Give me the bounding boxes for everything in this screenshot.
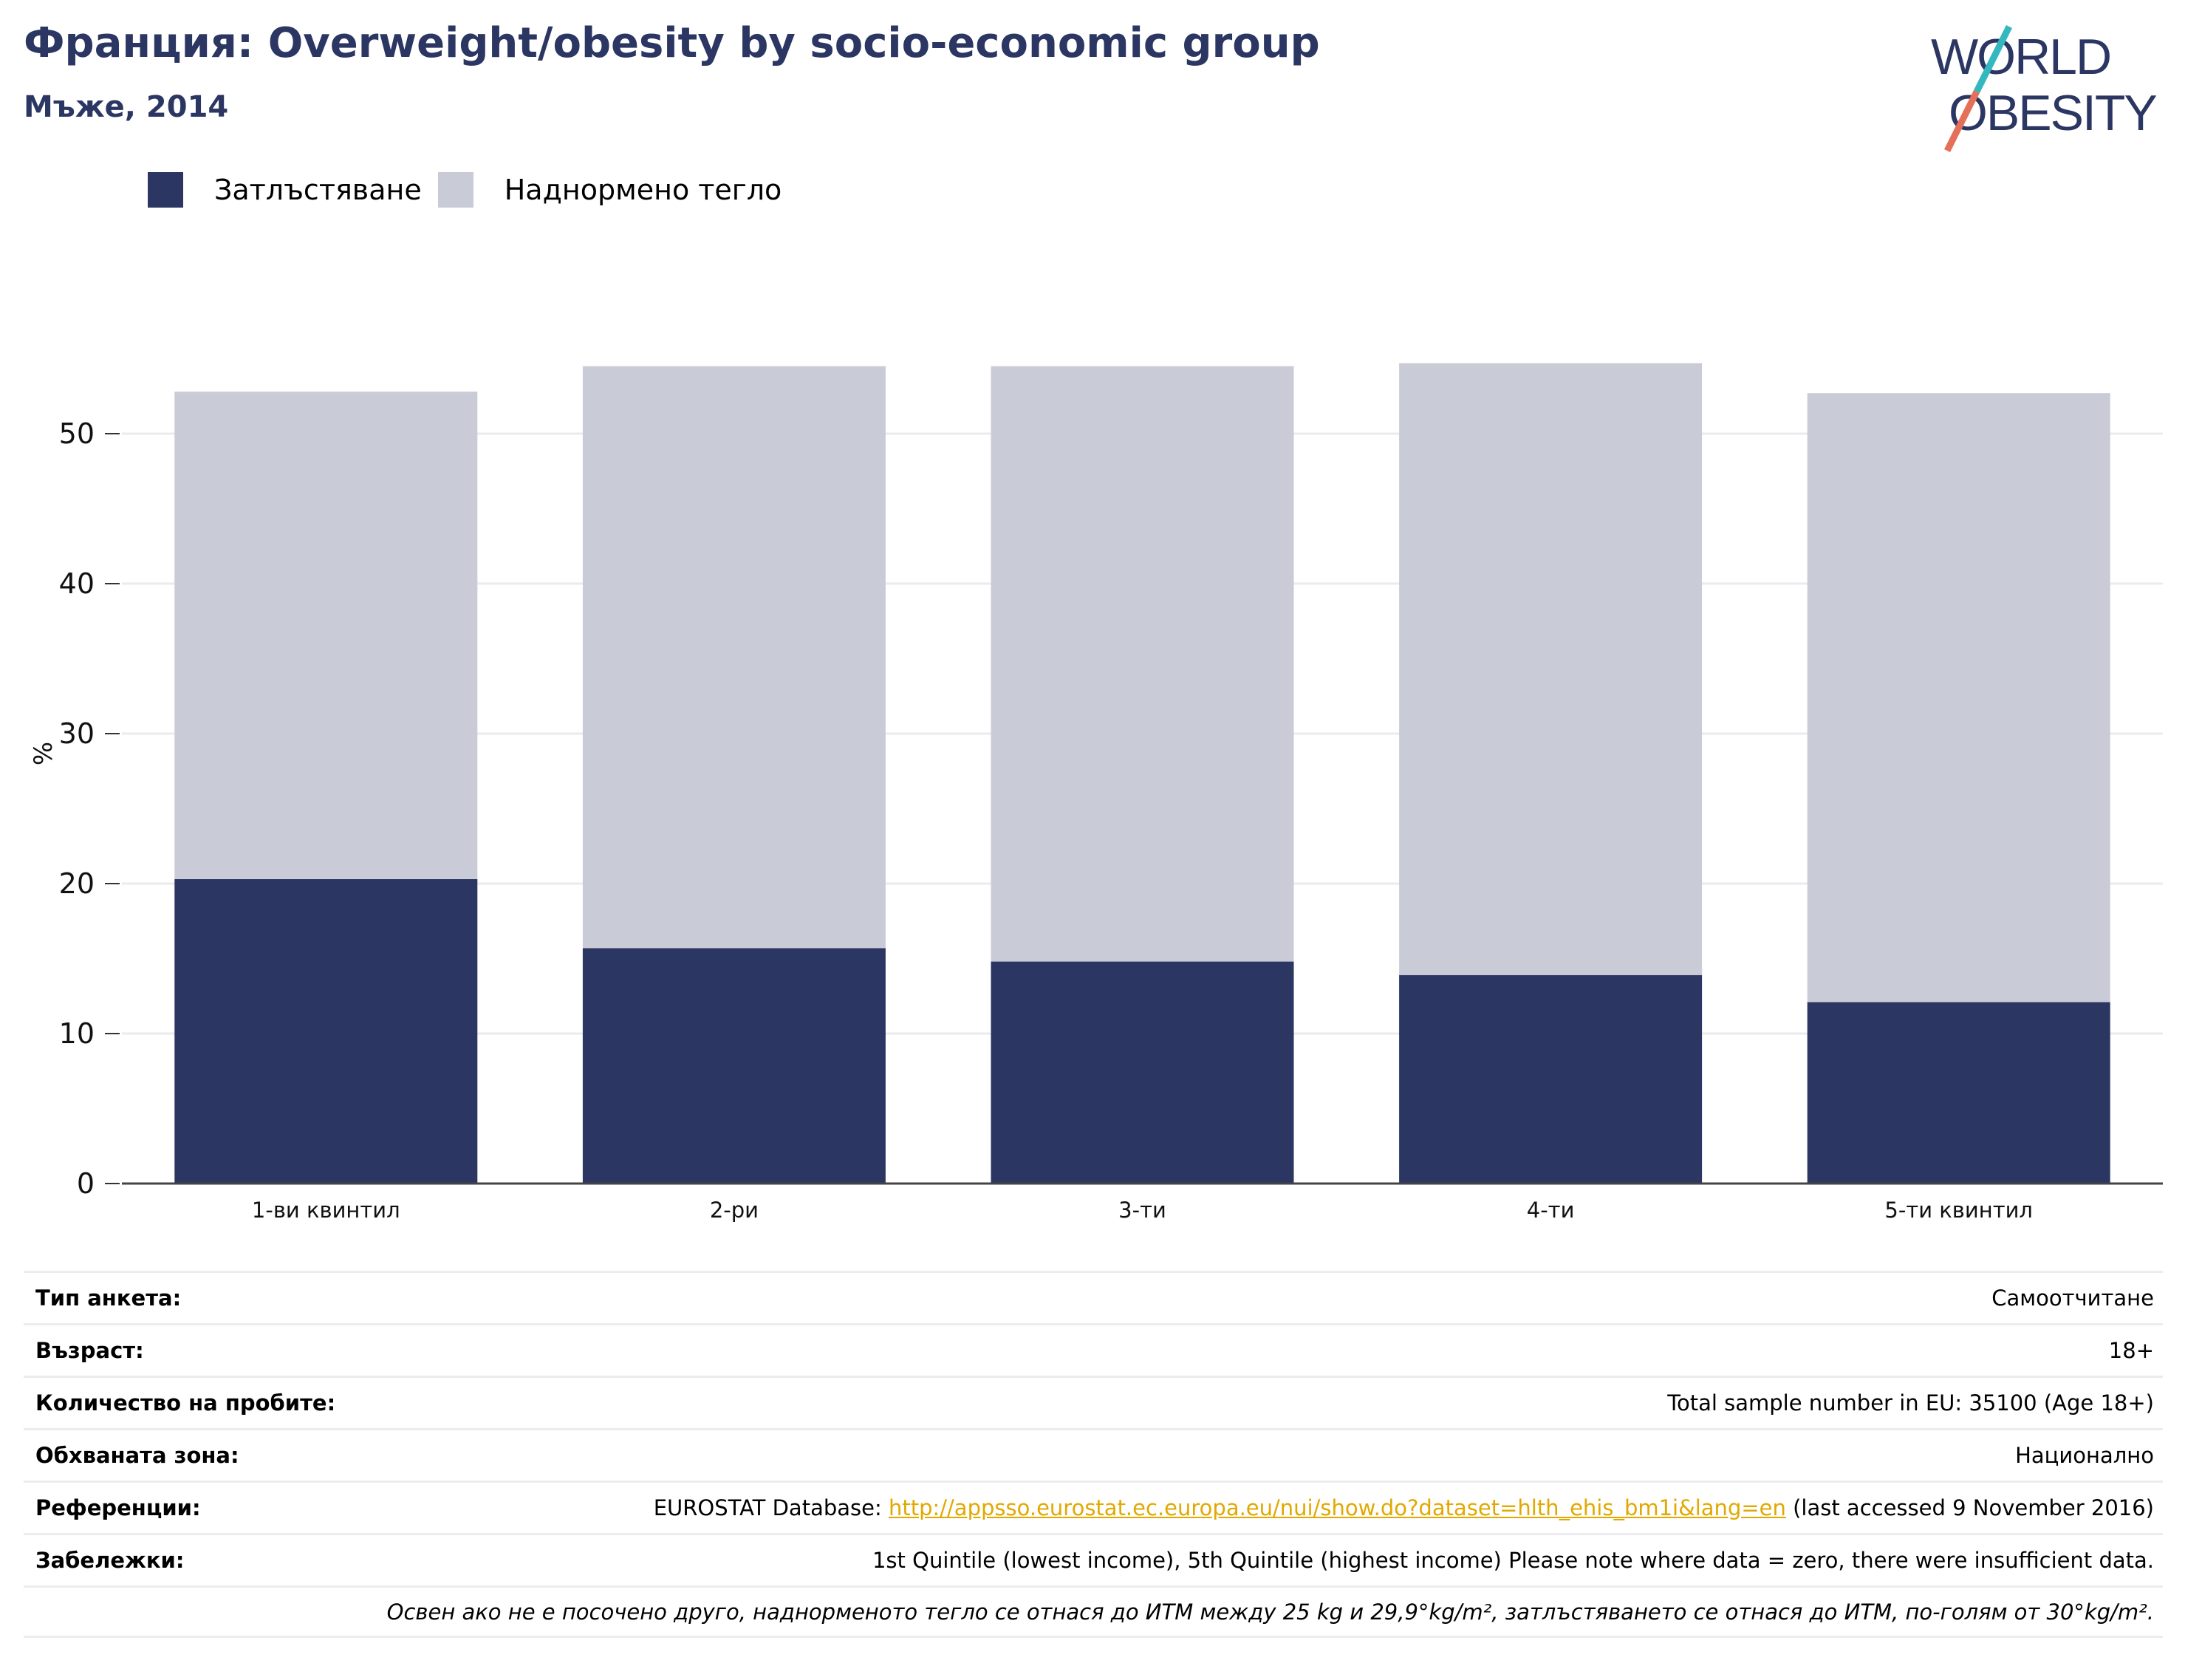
bar-obesity-2	[582, 948, 886, 1184]
meta-value-age: 18+	[2108, 1338, 2154, 1363]
meta-value-notes: 1st Quintile (lowest income), 5th Quinti…	[872, 1548, 2154, 1573]
x-tick-label: 5-ти квинтил	[1884, 1198, 2033, 1223]
y-axis-label: %	[29, 742, 58, 765]
legend-item-obesity: Затлъстяване	[148, 172, 422, 208]
meta-value-survey-type: Самоотчитане	[1991, 1285, 2154, 1311]
references-prefix: EUROSTAT Database:	[653, 1495, 889, 1520]
bar-overweight-1	[174, 392, 478, 879]
y-tick-label: 10	[59, 1017, 95, 1050]
legend-label-overweight: Наднормено тегло	[504, 174, 782, 206]
meta-label-references: Референции:	[35, 1495, 201, 1520]
legend-swatch-overweight	[437, 172, 473, 208]
meta-row-references: Референции: EUROSTAT Database: http://ap…	[24, 1481, 2163, 1533]
y-tick-label: 30	[59, 717, 95, 750]
bar-overweight-3	[991, 366, 1294, 962]
meta-row-area: Обхваната зона: Национално	[24, 1428, 2163, 1481]
bar-overweight-4	[1399, 363, 1703, 975]
meta-row-age: Възраст: 18+	[24, 1323, 2163, 1376]
meta-row-notes: Забележки: 1st Quintile (lowest income),…	[24, 1533, 2163, 1585]
meta-row-sample: Количество на пробите: Total sample numb…	[24, 1376, 2163, 1428]
x-tick-label: 2-ри	[710, 1198, 759, 1223]
logo-line2: OBESITY	[1949, 85, 2156, 141]
world-obesity-logo: WORLD OBESITY	[1931, 24, 2158, 153]
y-tick-label: 40	[59, 567, 95, 600]
meta-row-survey-type: Тип анкета: Самоотчитане	[24, 1271, 2163, 1323]
y-tick-label: 0	[77, 1167, 95, 1200]
bar-obesity-4	[1399, 974, 1703, 1184]
meta-label-survey-type: Тип анкета:	[35, 1285, 182, 1311]
meta-label-area: Обхваната зона:	[35, 1443, 239, 1468]
meta-row-footnote: Освен ако не е посочено друго, наднормен…	[24, 1585, 2163, 1638]
legend-item-overweight: Наднормено тегло	[437, 172, 782, 208]
bar-overweight-2	[582, 366, 886, 949]
meta-value-references: EUROSTAT Database: http://appsso.eurosta…	[654, 1495, 2154, 1520]
logo-line1: WORLD	[1931, 29, 2110, 85]
legend-label-obesity: Затлъстяване	[214, 174, 422, 206]
y-tick-label: 20	[59, 867, 95, 900]
bar-overweight-5	[1807, 393, 2110, 1003]
meta-footnote: Освен ако не е посочено друго, наднормен…	[386, 1599, 2154, 1625]
page-title: Франция: Overweight/obesity by socio-eco…	[24, 19, 1320, 67]
x-tick-label: 3-ти	[1118, 1198, 1166, 1223]
meta-label-sample: Количество на пробите:	[35, 1390, 336, 1416]
chart-legend: Затлъстяване Наднормено тегло	[148, 171, 798, 208]
legend-swatch-obesity	[148, 172, 183, 208]
references-suffix: (last accessed 9 November 2016)	[1785, 1495, 2154, 1520]
meta-label-age: Възраст:	[35, 1338, 144, 1363]
y-tick-label: 50	[59, 417, 95, 450]
meta-value-sample: Total sample number in EU: 35100 (Age 18…	[1667, 1390, 2154, 1416]
meta-label-notes: Забележки:	[35, 1548, 185, 1573]
x-tick-label: 4-ти	[1527, 1198, 1575, 1223]
metadata-table: Тип анкета: Самоотчитане Възраст: 18+ Ко…	[24, 1271, 2163, 1638]
meta-value-area: Национално	[2015, 1443, 2154, 1468]
bar-obesity-3	[991, 961, 1294, 1184]
references-link[interactable]: http://appsso.eurostat.ec.europa.eu/nui/…	[888, 1495, 1786, 1520]
page-subtitle: Мъже, 2014	[24, 90, 229, 124]
bar-obesity-5	[1807, 1002, 2110, 1184]
bar-obesity-1	[174, 878, 478, 1184]
bar-chart: 0 10 20 30 40 50% 1-ви квинтил 2-ри 3-ти 4-ти 5-ти…	[29, 363, 2163, 1223]
x-tick-label: 1-ви квинтил	[252, 1198, 400, 1223]
